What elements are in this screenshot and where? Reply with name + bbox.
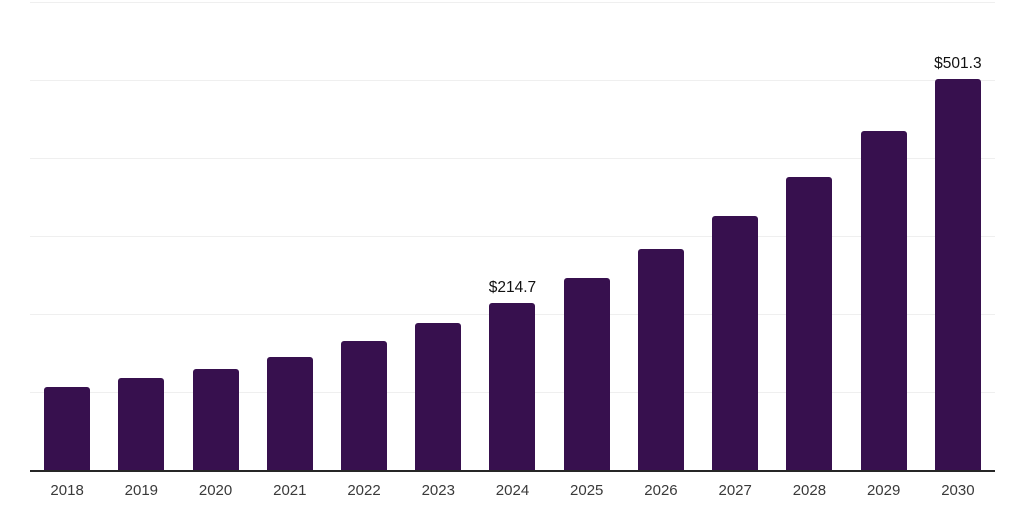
bar-2028 (786, 177, 833, 470)
x-tick-label-2020: 2020 (198, 482, 233, 499)
bar-slot: $501.3 (921, 2, 995, 470)
x-axis-labels: 2018 2019 2020 2021 2022 2023 2024 2025 2026 2027… (30, 480, 995, 506)
gridline-300 (30, 236, 995, 237)
bar-slot (698, 2, 772, 470)
bar-2023 (415, 323, 462, 470)
bar-2018 (44, 387, 91, 470)
x-axis-line (30, 470, 995, 472)
x-tick-label-2024: 2024 (495, 482, 530, 499)
bar-2024 (489, 302, 536, 470)
plot-area: $214.7 $501.3 (30, 2, 995, 472)
bar-slot (327, 2, 401, 470)
x-tick-label-2019: 2019 (124, 482, 159, 499)
bar-slot (178, 2, 252, 470)
bar-slot (253, 2, 327, 470)
bar-2026 (637, 249, 684, 470)
bar-slot (847, 2, 921, 470)
x-tick-label-2018: 2018 (50, 482, 84, 499)
gridline-400 (30, 158, 995, 159)
bar-slot (624, 2, 698, 470)
bar-slot (104, 2, 178, 470)
gridline-600 (30, 2, 995, 3)
x-tick-label-2023: 2023 (421, 482, 455, 499)
x-tick-label-2022: 2022 (347, 482, 381, 499)
data-label-2030: $501.3 (934, 55, 982, 72)
x-tick-label-2026: 2026 (644, 482, 678, 499)
data-label-2024: $214.7 (488, 278, 537, 296)
bar-2022 (341, 341, 388, 470)
x-tick-label-2028: 2028 (792, 482, 827, 499)
bar-2020 (192, 369, 239, 470)
x-tick-label-2027: 2027 (718, 482, 752, 499)
bar-slot (30, 2, 104, 470)
bar-slot: $214.7 (475, 2, 549, 470)
bar-slot (550, 2, 624, 470)
x-tick-label-2030: 2030 (941, 482, 975, 499)
bar-2025 (563, 278, 610, 470)
bar-2027 (712, 216, 759, 470)
bar-slot (772, 2, 846, 470)
bar-2021 (266, 357, 313, 470)
bar-slot (401, 2, 475, 470)
bar-2019 (118, 378, 165, 470)
bar-2030 (934, 79, 981, 470)
x-tick-label-2029: 2029 (866, 482, 901, 499)
x-tick-label-2025: 2025 (570, 482, 604, 499)
x-tick-label-2021: 2021 (273, 482, 307, 499)
bar-2029 (860, 131, 907, 470)
gridline-500 (30, 80, 995, 81)
